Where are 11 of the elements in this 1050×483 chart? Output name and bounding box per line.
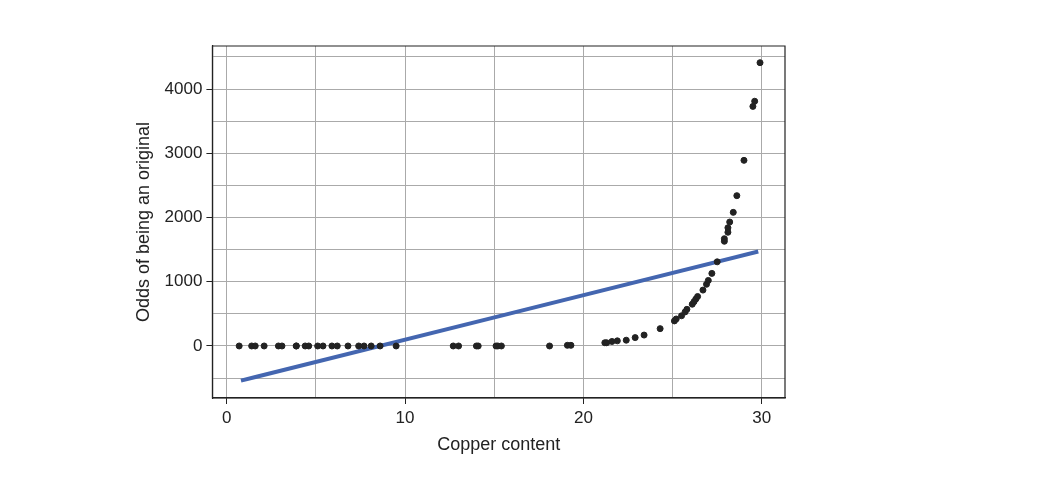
y-tick-label: 2000 [164,207,203,227]
x-tick-label: 0 [221,407,232,427]
y-tick-label: 3000 [164,142,203,162]
y-axis-title: Odds of being an original [132,121,153,323]
x-axis-title: Copper content [437,434,561,455]
y-tick-label: 1000 [164,271,203,291]
y-tick-label: 0 [192,335,203,355]
x-tick-label: 20 [573,407,593,427]
x-tick-label: 10 [395,407,415,427]
x-tick-label: 30 [752,407,772,427]
y-tick-label: 4000 [164,78,203,98]
